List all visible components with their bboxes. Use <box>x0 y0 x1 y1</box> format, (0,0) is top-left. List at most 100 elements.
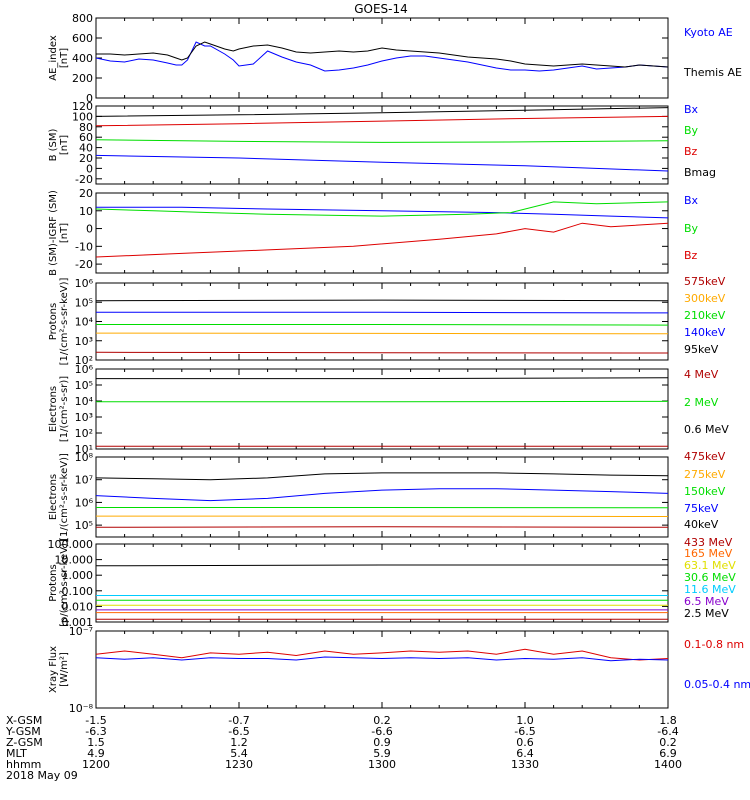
y-tick-label: 800 <box>72 12 93 25</box>
legend-label-300kev: 300keV <box>684 292 726 305</box>
legend-label-210kev: 210keV <box>684 309 726 322</box>
y-tick-label: 10⁵ <box>75 296 93 309</box>
panel-5: 10¹ 10² 10³ 10⁴ 10⁵ 10⁶ Electrons[1/(cm²-s-sr)… <box>48 363 729 456</box>
y-axis-label-line: [W/m²] <box>59 652 70 687</box>
y-tick-label: 10⁷ <box>75 474 93 487</box>
series-line-475kev <box>95 526 669 528</box>
series-line-210kev <box>96 324 669 326</box>
series-line-75kev <box>95 488 669 502</box>
panel-8: 10⁻⁸ 10⁻⁷ Xray Flux[W/m²] 0.1-0.8 nm 0.05-0.… <box>48 625 750 715</box>
ephemeris-value: 1.8 <box>659 714 677 727</box>
legend-label-140kev: 140keV <box>684 326 726 339</box>
legend-label-63-1-mev: 63.1 MeV <box>684 559 736 572</box>
legend-label-0-1-0-8-nm: 0.1-0.8 nm <box>684 638 744 651</box>
y-tick-label: 0 <box>86 223 93 236</box>
series-line-by <box>95 201 669 217</box>
y-tick-label: 100 <box>72 110 93 123</box>
series-line-bx <box>96 206 669 219</box>
legend-label-475kev: 475keV <box>684 450 726 463</box>
y-tick-label: 10⁸ <box>75 451 94 464</box>
y-tick-label: 40 <box>79 142 93 155</box>
ephemeris-row-label: Z-GSM <box>6 736 43 749</box>
y-axis-label-line: [p/(cm²-s-sr-keV)] <box>59 539 70 627</box>
date-label: 2018 May 09 <box>6 769 78 782</box>
y-tick-label: 400 <box>72 52 93 65</box>
y-tick-label: 1.000 <box>62 569 94 582</box>
y-tick-label: 20 <box>79 187 93 200</box>
legend-label-6-5-mev: 6.5 MeV <box>684 595 729 608</box>
legend-label-0-05-0-4-nm: 0.05-0.4 nm <box>684 678 750 691</box>
y-tick-label: 200 <box>72 72 93 85</box>
legend-label-2-mev: 2 MeV <box>684 396 719 409</box>
series-line-140kev <box>96 311 669 314</box>
y-axis-label-line: Electrons <box>48 386 59 432</box>
y-tick-label: 10⁶ <box>75 363 94 376</box>
legend-label-bz: Bz <box>684 249 698 262</box>
legend-label-95kev: 95keV <box>684 343 719 356</box>
panel-frame <box>95 282 669 361</box>
series-line-95kev <box>95 299 669 302</box>
y-axis-label-line: Protons <box>48 564 59 601</box>
series-line-575kev <box>95 351 669 354</box>
y-tick-label: 10⁴ <box>75 395 94 408</box>
y-axis-label-line: B (SM)-IGRF (SM) <box>48 190 59 276</box>
ephemeris-value: 6.4 <box>516 747 534 760</box>
y-tick-label: 100.000 <box>48 538 94 551</box>
legend-label-4-mev: 4 MeV <box>684 368 719 381</box>
panel-frame <box>95 368 669 450</box>
y-tick-label: 0 <box>86 92 93 105</box>
y-axis-label: Electrons[1/(cm²-s-sr-keV)] <box>48 453 70 541</box>
legend-label-0-6-mev: 0.6 MeV <box>684 423 729 436</box>
y-tick-label: 0.010 <box>62 600 94 613</box>
y-axis-label-line: [1/(cm²-s-sr-keV)] <box>59 278 70 366</box>
legend-label-40kev: 40keV <box>684 518 719 531</box>
legend-label-11-6-mev: 11.6 MeV <box>684 583 736 596</box>
y-tick-label: 0.001 <box>62 616 94 629</box>
y-tick-label: 10⁶ <box>75 277 94 290</box>
y-tick-label: 10 <box>79 205 93 218</box>
ephemeris-value: -6.5 <box>514 725 535 738</box>
legend-label-30-6-mev: 30.6 MeV <box>684 571 736 584</box>
legend-label-150kev: 150keV <box>684 485 726 498</box>
series-line-bmag <box>95 107 669 117</box>
ephemeris-value: 0.6 <box>516 736 534 749</box>
legend-label-themis-ae: Themis AE <box>683 66 742 79</box>
figure-title: GOES-14 <box>354 2 408 16</box>
ephemeris-value: 0.2 <box>373 714 391 727</box>
y-axis-label-line: Xray Flux <box>48 646 59 693</box>
y-tick-label: 10⁻⁷ <box>69 625 93 638</box>
ephemeris-row-label: hhmm <box>6 758 41 771</box>
legend-label-bx: Bx <box>684 103 699 116</box>
legend-label-165-mev: 165 MeV <box>684 547 733 560</box>
legend-label-75kev: 75keV <box>684 502 719 515</box>
y-axis-label: B (SM)[nT] <box>48 128 70 161</box>
legend-label-275kev: 275keV <box>684 468 726 481</box>
y-axis-label-line: [nT] <box>59 48 70 68</box>
panel-4: 10² 10³ 10⁴ 10⁵ 10⁶ Protons[1/(cm²-s-sr-keV)]… <box>48 275 726 367</box>
y-tick-label: 10⁻⁸ <box>69 702 94 715</box>
ephemeris-value: 5.9 <box>373 747 391 760</box>
series-line-0-6-mev <box>96 377 669 380</box>
legend-label-bx: Bx <box>684 194 699 207</box>
ephemeris-value: 0.2 <box>659 736 677 749</box>
legend-label-575kev: 575keV <box>684 275 726 288</box>
y-axis-label-line: [nT] <box>59 135 70 155</box>
series-line-kyoto-ae <box>95 41 669 72</box>
y-tick-label: 10³ <box>75 335 93 348</box>
y-tick-label: 0.100 <box>62 585 94 598</box>
y-tick-label: 10² <box>75 427 93 440</box>
panel-6: 10⁵ 10⁶ 10⁷ 10⁸ Electrons[1/(cm²-s-sr-keV)] 4… <box>48 450 726 541</box>
y-tick-label: 10.000 <box>55 554 94 567</box>
y-axis-label: Xray Flux[W/m²] <box>48 646 70 693</box>
series-line-bx <box>95 154 669 172</box>
legend-label-by: By <box>684 124 699 137</box>
y-axis-label-line: [nT] <box>59 223 70 243</box>
y-axis-label-line: [1/(cm²-s-sr-keV)] <box>59 453 70 541</box>
y-tick-label: 20 <box>79 152 93 165</box>
ephemeris-value: -1.5 <box>85 714 106 727</box>
y-axis-label: B (SM)-IGRF (SM)[nT] <box>48 190 70 276</box>
y-tick-label: 10⁶ <box>75 496 94 509</box>
